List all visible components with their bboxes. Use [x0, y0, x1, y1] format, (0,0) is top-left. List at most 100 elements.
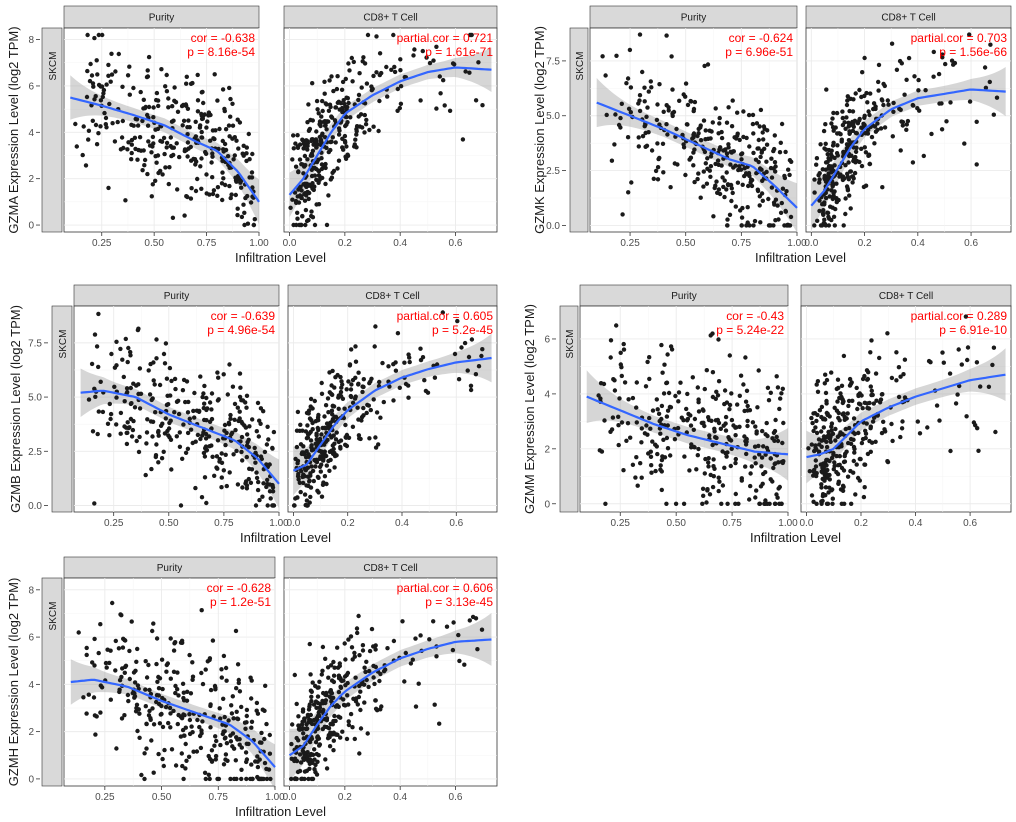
data-point [349, 347, 354, 352]
data-point [214, 454, 220, 459]
data-point [947, 371, 953, 376]
data-point [763, 470, 768, 475]
data-point [344, 387, 349, 392]
data-point [323, 757, 328, 762]
data-point [377, 51, 383, 56]
data-point [755, 187, 760, 192]
data-point [361, 413, 366, 418]
data-point [238, 178, 244, 184]
data-point [209, 759, 215, 764]
row-strip-label: SKCM [575, 52, 586, 81]
data-point [442, 103, 447, 108]
data-point [395, 86, 400, 92]
data-point [222, 422, 228, 428]
data-point [195, 98, 201, 103]
data-point [335, 166, 340, 171]
data-point [232, 776, 237, 782]
data-point [713, 106, 718, 111]
data-point [250, 185, 255, 190]
data-point [308, 396, 314, 402]
data-point [120, 645, 126, 650]
data-point [692, 416, 698, 422]
data-point [376, 128, 381, 134]
data-point [456, 632, 461, 638]
data-point [851, 437, 856, 442]
data-point [881, 102, 886, 108]
data-point [244, 443, 250, 448]
data-point [768, 223, 773, 228]
data-point [209, 391, 215, 396]
data-point [146, 368, 151, 373]
data-point [975, 426, 980, 431]
data-point [949, 58, 955, 63]
data-point [187, 416, 192, 421]
data-point [647, 355, 652, 360]
data-point [821, 434, 827, 439]
data-point [406, 395, 411, 400]
data-point [250, 776, 255, 782]
data-point [657, 155, 662, 161]
data-point [194, 749, 200, 754]
data-point [647, 376, 652, 382]
y-tick-label: 2 [28, 727, 34, 738]
data-point [221, 468, 226, 473]
data-point [154, 442, 159, 447]
data-point [768, 456, 773, 461]
x-axis-label: Infiltration Level [755, 250, 846, 265]
data-point [331, 673, 337, 678]
correlation-label: cor = -0.624 [729, 31, 794, 45]
data-point [412, 47, 417, 52]
data-point [343, 156, 349, 161]
data-point [750, 112, 756, 118]
data-point [876, 88, 881, 93]
data-point [131, 670, 137, 675]
data-point [212, 136, 217, 142]
data-point [308, 494, 313, 500]
data-point [338, 374, 343, 380]
data-point [684, 122, 690, 127]
data-point [374, 70, 379, 75]
data-point [476, 364, 482, 369]
data-point [223, 665, 229, 671]
data-point [963, 314, 969, 319]
data-point [722, 194, 727, 200]
data-point [716, 475, 721, 480]
data-point [293, 164, 299, 169]
data-point [267, 732, 272, 738]
data-point [190, 660, 195, 665]
data-point [814, 162, 819, 167]
data-point [333, 414, 339, 420]
data-point [656, 411, 662, 416]
data-point [338, 684, 343, 689]
data-point [707, 492, 713, 497]
data-point [705, 156, 710, 161]
data-point [87, 78, 93, 84]
data-point [650, 408, 656, 413]
data-point [427, 637, 432, 642]
data-point [232, 401, 238, 407]
data-point [874, 398, 879, 403]
data-point [809, 442, 814, 447]
data-point [304, 455, 309, 460]
data-point [391, 362, 396, 367]
data-point [220, 197, 225, 203]
data-point [230, 123, 236, 128]
x-tick-label: 0.25 [92, 238, 112, 249]
data-point [314, 159, 320, 165]
data-point [736, 167, 741, 173]
data-point [434, 44, 439, 49]
data-point [967, 32, 972, 37]
data-point [238, 439, 243, 444]
data-point [664, 380, 669, 386]
data-point [122, 670, 128, 675]
data-point [900, 419, 905, 424]
data-point [265, 477, 270, 483]
data-point [228, 412, 233, 418]
data-point [323, 101, 328, 106]
data-point [655, 451, 660, 457]
data-point [711, 214, 716, 219]
data-point [374, 34, 379, 39]
data-point [735, 110, 740, 115]
data-point [180, 763, 185, 769]
